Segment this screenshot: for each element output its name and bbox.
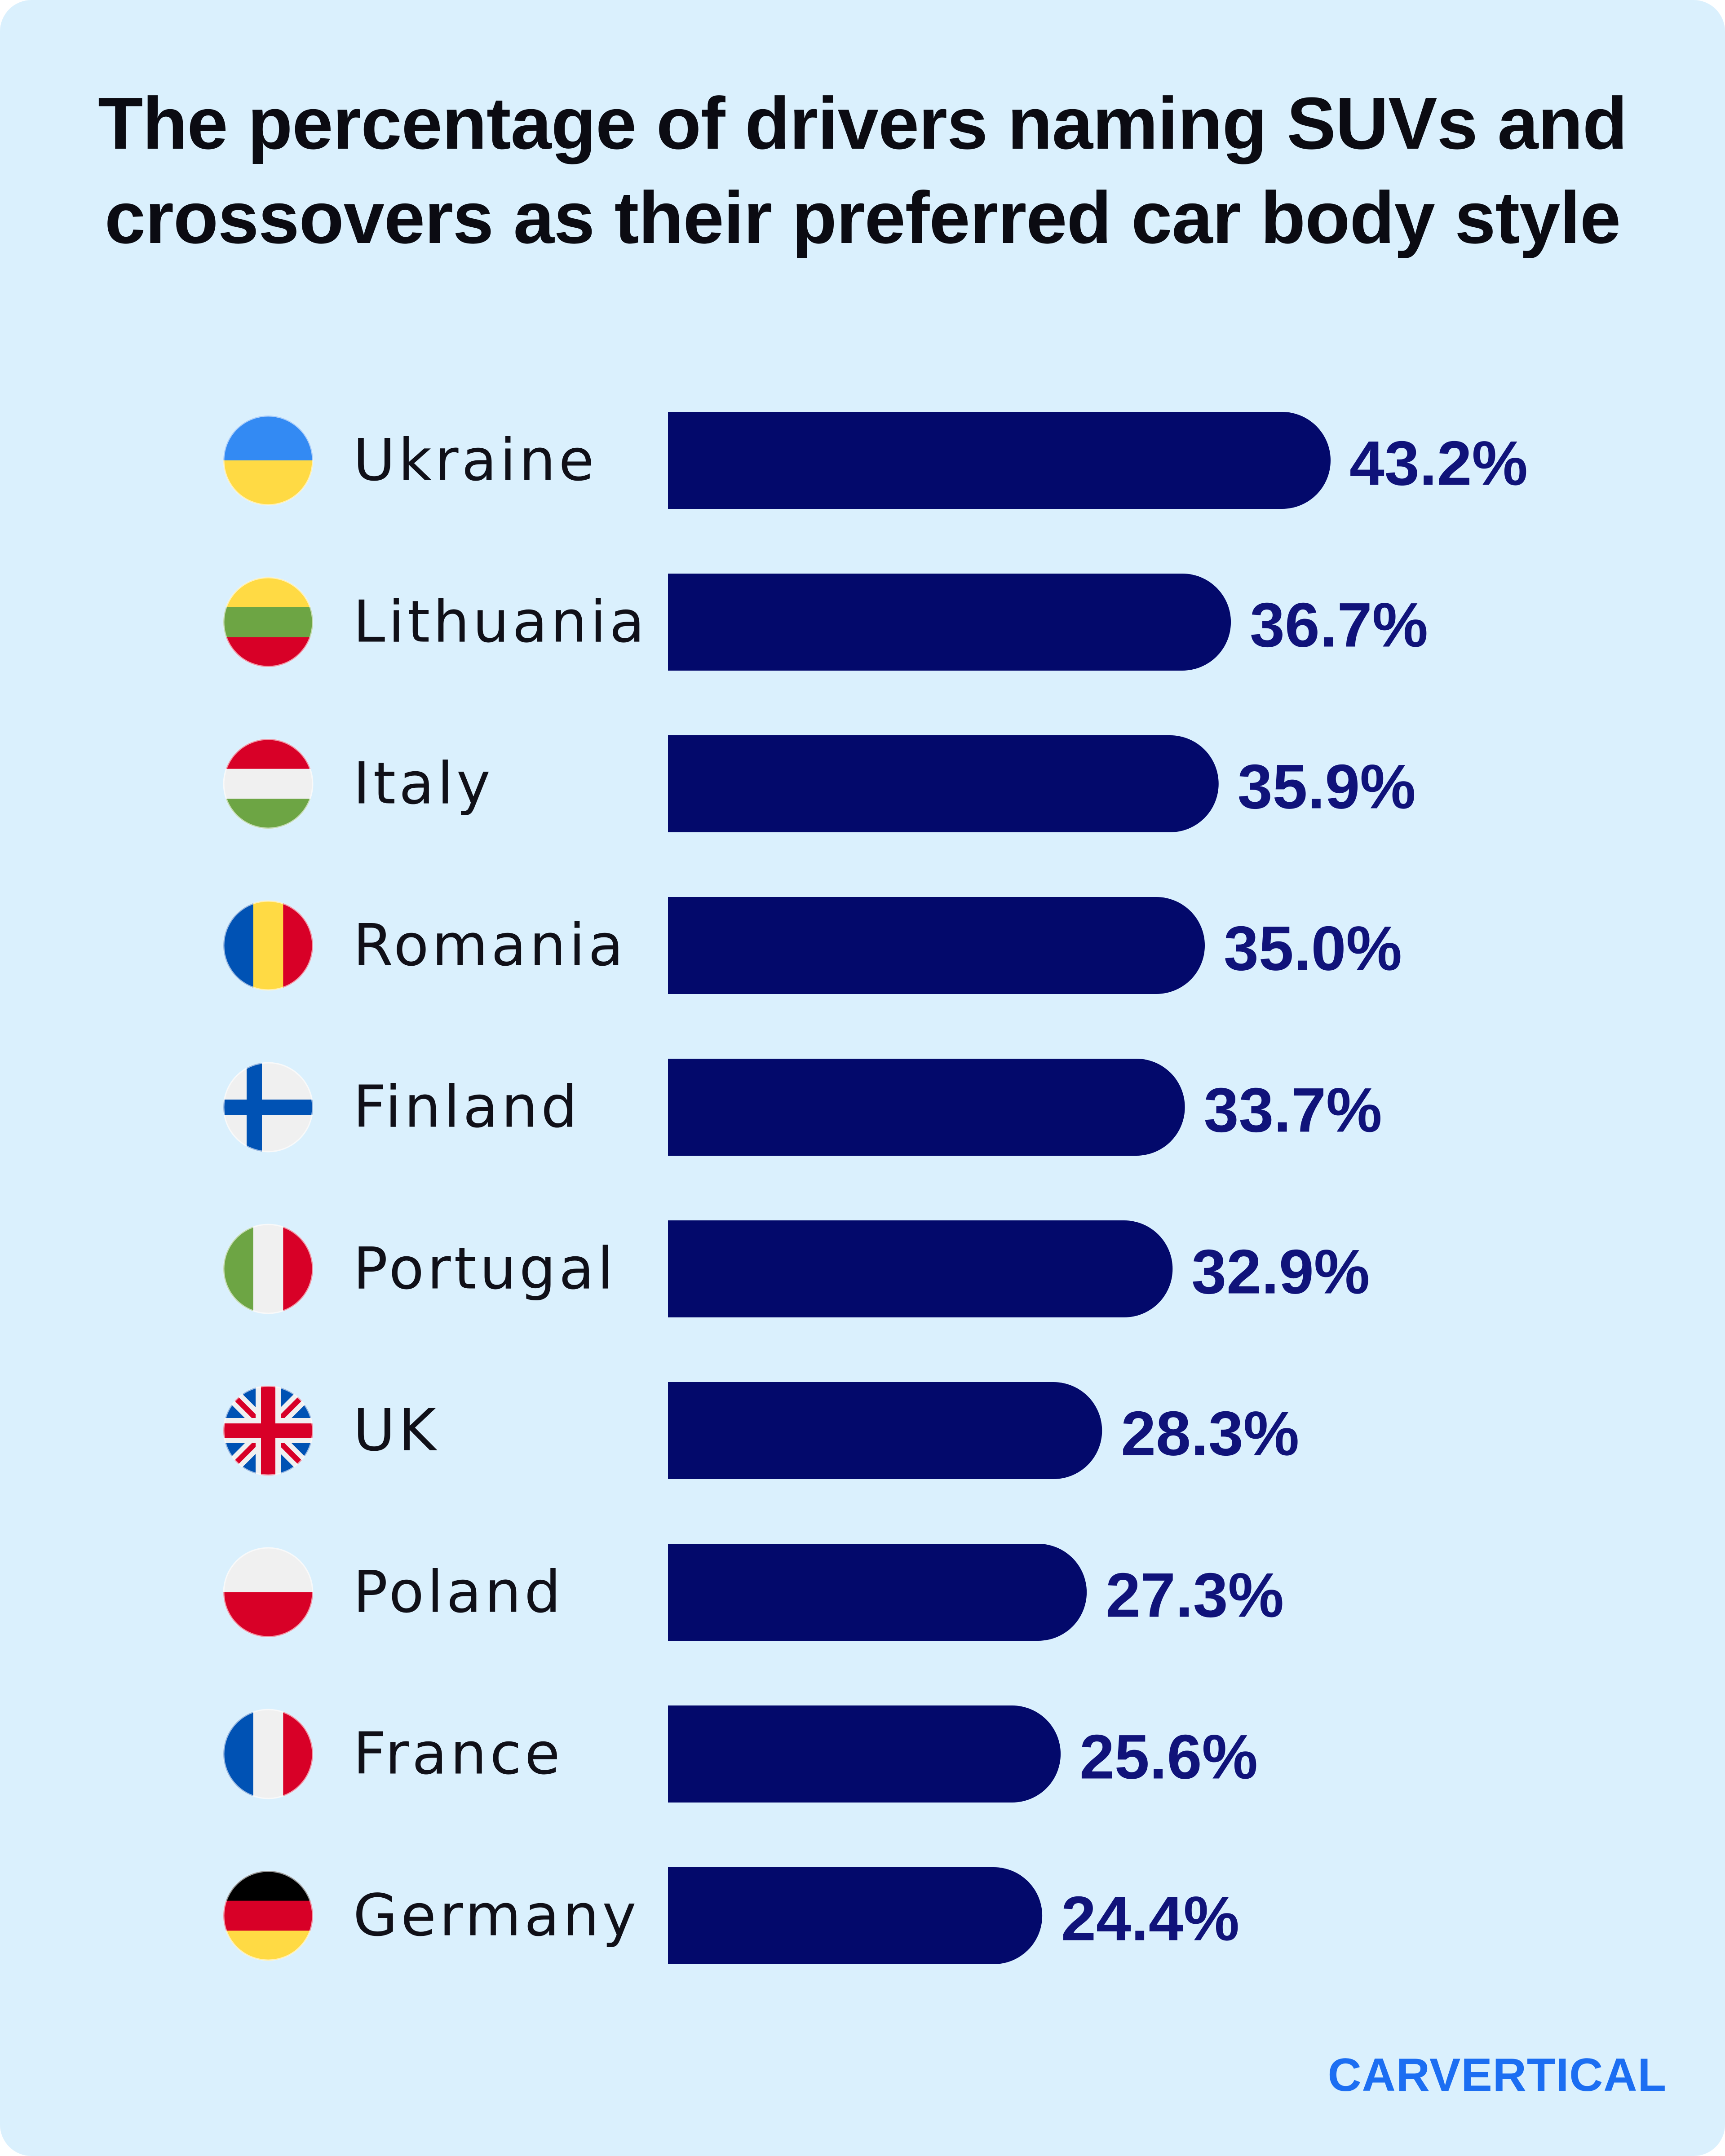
category-label: Ukraine: [353, 427, 597, 494]
chart-title: The percentage of drivers naming SUVs an…: [98, 82, 1628, 259]
category-label: Italy: [353, 751, 494, 817]
chart-row: Lithuania 36.7%: [223, 574, 1428, 671]
chart-row: Germany 24.4%: [223, 1867, 1239, 1964]
chart-row: Finland 33.7%: [223, 1059, 1382, 1156]
category-label: Finland: [353, 1074, 580, 1141]
category-label: Germany: [353, 1882, 639, 1949]
category-label: Romania: [353, 912, 627, 979]
value-label: 24.4%: [1061, 1883, 1239, 1954]
bar: [668, 735, 1219, 832]
value-label: 32.9%: [1191, 1237, 1370, 1307]
bar: [668, 897, 1205, 994]
bar: [668, 1544, 1087, 1641]
chart-row: UK 28.3%: [223, 1382, 1299, 1479]
category-label: Poland: [353, 1559, 564, 1626]
value-label: 35.0%: [1224, 913, 1402, 984]
finland-flag-icon: [223, 1062, 313, 1152]
category-label: Portugal: [353, 1236, 616, 1303]
chart-row: France 25.6%: [223, 1705, 1258, 1803]
bar: [668, 1382, 1102, 1479]
category-label: UK: [353, 1397, 439, 1464]
carvertical-logo: CARVERTICAL: [1327, 2049, 1667, 2101]
value-label: 33.7%: [1204, 1075, 1382, 1145]
chart-row: Portugal 32.9%: [223, 1220, 1370, 1317]
category-label: Lithuania: [353, 589, 648, 656]
bar: [668, 1705, 1061, 1803]
value-label: 28.3%: [1121, 1398, 1299, 1469]
value-label: 43.2%: [1349, 428, 1528, 499]
chart-row: Romania 35.0%: [223, 897, 1402, 994]
chart-row: Ukraine 43.2%: [223, 412, 1528, 509]
bar: [668, 1220, 1173, 1317]
uk-flag-icon: [223, 1386, 313, 1476]
value-label: 25.6%: [1079, 1722, 1258, 1792]
bar: [668, 1059, 1185, 1156]
category-label: France: [353, 1721, 563, 1788]
bar: [668, 574, 1231, 671]
chart-row: Poland 27.3%: [223, 1544, 1284, 1641]
bar: [668, 412, 1331, 509]
value-label: 36.7%: [1250, 590, 1428, 660]
value-label: 35.9%: [1238, 751, 1416, 822]
bar: [668, 1867, 1043, 1964]
value-label: 27.3%: [1106, 1560, 1284, 1630]
chart-row: Italy 35.9%: [223, 735, 1416, 832]
